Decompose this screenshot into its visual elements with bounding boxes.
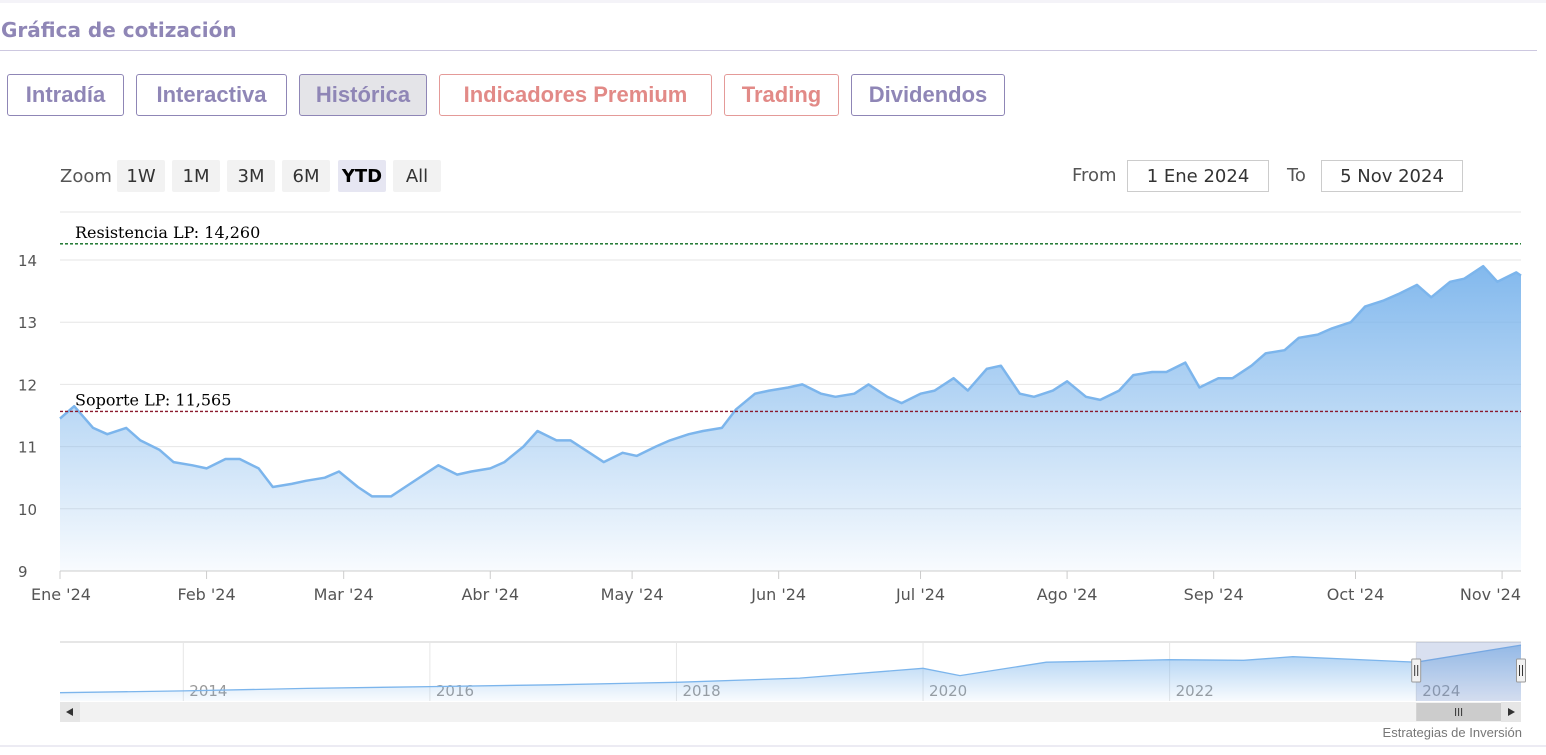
tab-intradia[interactable]: Intradía bbox=[7, 74, 124, 116]
section-title: Gráfica de cotización bbox=[1, 18, 237, 42]
scroll-right-arrow-icon bbox=[1508, 708, 1515, 716]
price-line bbox=[59, 264, 1522, 498]
from-date-input[interactable]: 1 Ene 2024 bbox=[1127, 160, 1269, 192]
x-tick-label: Nov '24 bbox=[1460, 585, 1521, 604]
navigator-right-handle[interactable] bbox=[1516, 658, 1526, 683]
scroll-left-arrow-icon bbox=[66, 708, 73, 716]
zoom-6m-button[interactable]: 6M bbox=[282, 160, 330, 192]
navigator-right-handle-body bbox=[1516, 658, 1526, 683]
x-tick-label: Sep '24 bbox=[1184, 585, 1244, 604]
y-tick-label: 13 bbox=[18, 314, 37, 332]
tab-interactiva[interactable]: Interactiva bbox=[136, 74, 287, 116]
x-tick-label: Jun '24 bbox=[750, 585, 806, 604]
to-date-input[interactable]: 5 Nov 2024 bbox=[1321, 160, 1463, 192]
title-divider bbox=[0, 50, 1537, 51]
x-tick-label: Abr '24 bbox=[461, 585, 519, 604]
navigator-selection bbox=[1416, 642, 1521, 701]
price-area bbox=[60, 266, 1521, 571]
y-tick-label: 10 bbox=[18, 501, 37, 519]
zoom-1w-button[interactable]: 1W bbox=[117, 160, 165, 192]
navigator-line bbox=[59, 644, 1522, 694]
y-tick-label: 12 bbox=[18, 376, 37, 394]
zoom-ytd-button[interactable]: YTD bbox=[338, 160, 386, 192]
y-tick-label: 14 bbox=[18, 252, 37, 270]
zoom-1m-button[interactable]: 1M bbox=[172, 160, 220, 192]
tab-trading[interactable]: Trading bbox=[724, 74, 839, 116]
y-tick-label: 9 bbox=[18, 563, 28, 581]
x-tick-label: Feb '24 bbox=[177, 585, 235, 604]
support-label: Soporte LP: 11,565 bbox=[75, 390, 231, 409]
tab-dividendos[interactable]: Dividendos bbox=[851, 74, 1005, 116]
bottom-border bbox=[0, 745, 1546, 747]
resistance-label: Resistencia LP: 14,260 bbox=[75, 223, 260, 242]
top-border bbox=[0, 0, 1546, 3]
from-label: From bbox=[1072, 165, 1117, 186]
zoom-label: Zoom bbox=[60, 166, 112, 187]
to-label: To bbox=[1287, 165, 1306, 186]
x-tick-label: Jul '24 bbox=[895, 585, 945, 604]
zoom-all-button[interactable]: All bbox=[393, 160, 441, 192]
scrollbar-track bbox=[60, 702, 1521, 722]
navigator-area bbox=[60, 645, 1521, 701]
zoom-3m-button[interactable]: 3M bbox=[227, 160, 275, 192]
x-tick-label: Ago '24 bbox=[1037, 585, 1098, 604]
y-tick-label: 11 bbox=[18, 439, 37, 457]
x-tick-label: May '24 bbox=[601, 585, 664, 604]
credit-text: Estrategias de Inversión bbox=[1382, 725, 1522, 740]
scrollbar[interactable] bbox=[60, 702, 1521, 722]
x-tick-label: Ene '24 bbox=[31, 585, 91, 604]
x-tick-label: Oct '24 bbox=[1327, 585, 1385, 604]
tab-historica[interactable]: Histórica bbox=[299, 74, 427, 116]
navigator-left-handle[interactable] bbox=[1411, 658, 1422, 683]
tab-indicadores-premium[interactable]: Indicadores Premium bbox=[439, 74, 712, 116]
navigator-left-handle-body bbox=[1411, 658, 1422, 683]
x-tick-label: Mar '24 bbox=[314, 585, 374, 604]
